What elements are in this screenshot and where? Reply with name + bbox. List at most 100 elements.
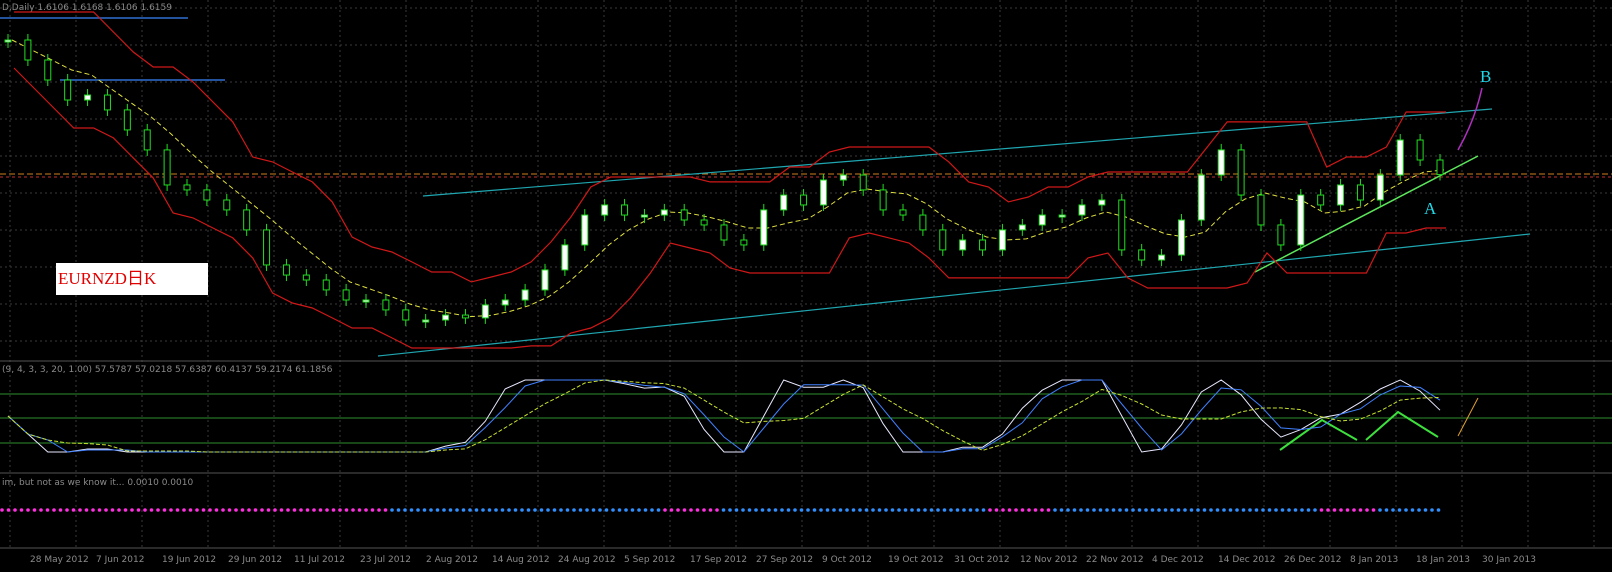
indicator-dot [552,508,557,512]
x-tick-label: 2 Aug 2012 [426,555,478,565]
annotation: A [1424,199,1437,218]
indicator-dot [1066,508,1070,512]
indicator-dot [344,508,349,512]
indicator-dot [728,508,732,512]
indicator-dot [370,508,375,512]
indicator-dot [754,508,758,512]
indicator-dot [910,508,914,512]
indicator-dot [897,508,901,512]
indicator-dot [1339,508,1343,512]
candle [1277,224,1285,246]
x-tick-label: 27 Sep 2012 [756,555,813,565]
candle [1297,194,1305,246]
candle [362,299,370,303]
indicator-dot [1326,508,1330,512]
indicator-dot [409,508,414,512]
indicator-dot [507,508,511,512]
candle [740,239,748,246]
indicator-dot [689,508,693,512]
indicator-dot [1150,508,1155,512]
indicator-dot [676,508,680,512]
candle [1058,214,1066,218]
indicator-dot [1189,508,1194,512]
indicator-dot [253,508,258,512]
indicator-dot [715,508,719,512]
indicator-dot [32,508,37,512]
indicator-dot [585,508,589,512]
indicator-dot [1436,508,1441,512]
indicator-dot [227,508,232,512]
candle [402,309,410,321]
candle [1078,204,1086,216]
indicator-dot [968,508,973,512]
indicator-dot [838,508,843,512]
symbol-info: D,Daily 1.6106 1.6168 1.6106 1.6159 [2,3,172,13]
indicator-dot [1170,508,1174,512]
x-tick-label: 28 May 2012 [30,555,89,565]
x-tick-label: 24 Aug 2012 [558,555,616,565]
indicator-dot [936,508,940,512]
candle [521,289,529,301]
x-tick-label: 12 Nov 2012 [1020,555,1078,565]
indicator-dot [708,508,713,512]
candle [1396,139,1404,176]
indicator-dot [351,508,355,512]
indicator-dot [1417,508,1421,512]
indicator-dot [1410,508,1415,512]
candle [1038,214,1046,226]
indicator-dot [702,508,706,512]
indicator-dot [1391,508,1395,512]
indicator-dot [52,508,56,512]
indicator-dot [819,508,823,512]
indicator-dot [682,508,687,512]
candle [84,94,92,101]
x-tick-label: 23 Jul 2012 [360,555,411,565]
indicator-dot [1300,508,1304,512]
indicator-dot [871,508,875,512]
moving-average [11,39,1445,318]
indicator-dot [942,508,947,512]
indicator-dot [1306,508,1311,512]
indicator-dot [1053,508,1057,512]
candle [103,94,111,111]
indicator-dot [656,508,661,512]
indicator-dot [520,508,524,512]
indicator-dot [864,508,869,512]
candle [1098,199,1106,206]
indicator-dot [539,508,544,512]
indicator-dot [273,508,277,512]
trend-line [1254,155,1479,273]
indicator-dot [780,508,784,512]
indicator-dot [494,508,498,512]
indicator-dot [1423,508,1428,512]
indicator-dot [1027,508,1031,512]
indicator-dot [1261,508,1265,512]
candle [998,229,1006,251]
candle [1217,149,1225,176]
indicator-dot [1267,508,1272,512]
indicator-dot [1254,508,1259,512]
indicator-dot [1105,508,1109,512]
indicator-dot [1365,508,1369,512]
indicator-dot [97,508,102,512]
indicator-dot [416,508,420,512]
indicator-dot [1040,508,1044,512]
indicator-dot [188,508,193,512]
candle [700,219,708,226]
indicator-dot [1404,508,1408,512]
candle [800,194,808,206]
indicator-dot [104,508,108,512]
indicator-dot [331,508,336,512]
indicator-dot [559,508,563,512]
indicator-dot [650,508,654,512]
x-tick-label: 29 Jun 2012 [228,555,282,565]
x-tick-label: 31 Oct 2012 [954,555,1010,565]
indicator-dot [279,508,284,512]
stoch-slow [7,379,1441,453]
indicator-dot [1384,508,1389,512]
indicator-dot [403,508,407,512]
candle [1356,184,1364,201]
x-tick-label: 19 Oct 2012 [888,555,944,565]
indicator-dot [1293,508,1298,512]
envelope-lower [13,67,1446,349]
